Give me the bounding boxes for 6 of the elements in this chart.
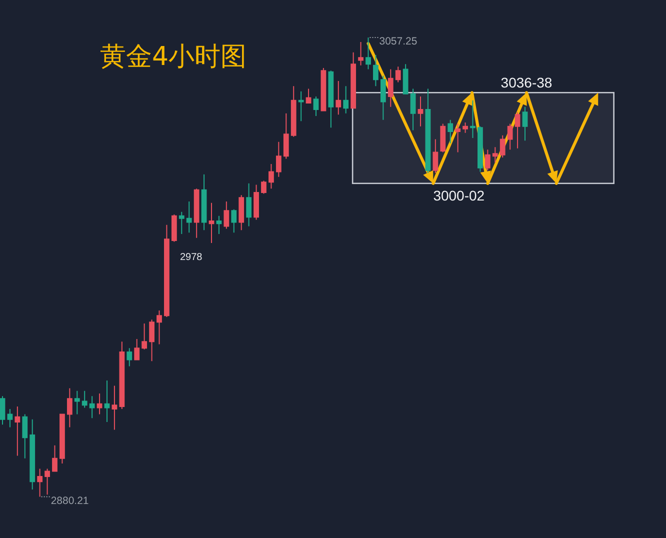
annotation: 2880.21 (50, 494, 89, 507)
annotation: 2978 (180, 252, 203, 263)
annotation: 3000-02 (433, 187, 485, 204)
annotation: 3036-38 (500, 74, 552, 91)
chart-title: 黄金4小时图 (100, 42, 247, 72)
annotation: 3057.25 (379, 36, 418, 48)
